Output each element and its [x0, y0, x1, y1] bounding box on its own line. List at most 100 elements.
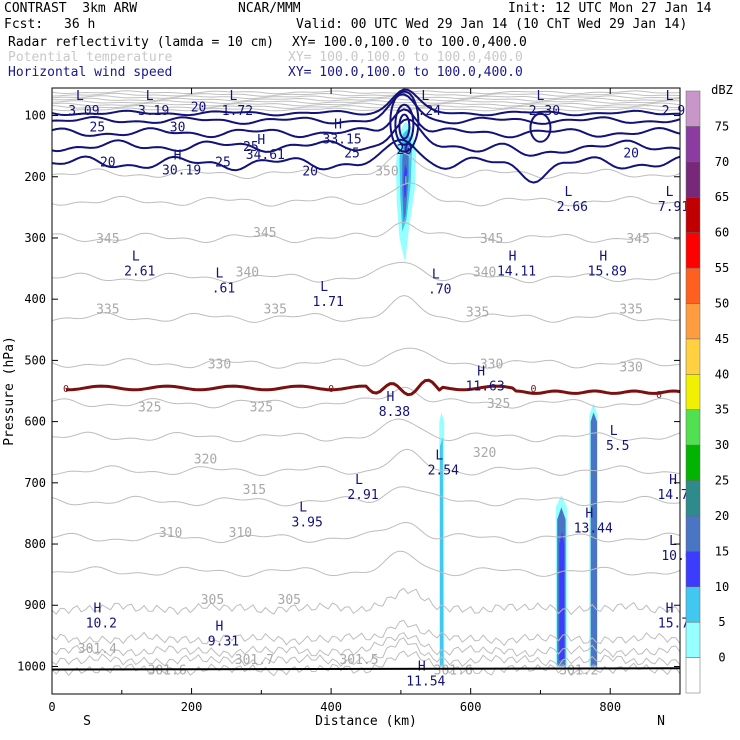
extremum-marker: L	[299, 500, 307, 515]
extremum-marker: L	[421, 89, 429, 104]
colorbar-bin	[685, 515, 701, 552]
extremum-value: 3.95	[292, 515, 323, 530]
theta-contour	[51, 262, 681, 284]
colorbar-bin	[685, 586, 701, 623]
colorbar-bin	[685, 551, 701, 588]
colorbar-level-label: 60	[715, 226, 729, 240]
theta-label: 305	[278, 593, 301, 608]
theta-contour	[51, 619, 681, 646]
y-tick-label: 500	[24, 353, 46, 367]
theta-label: 340	[473, 266, 496, 281]
theta-label: 335	[96, 302, 119, 317]
y-tick-label: 700	[24, 476, 46, 490]
theta-contour-upper	[51, 100, 681, 104]
extremum-value: 10.2	[86, 616, 117, 631]
extremum-value: 8.38	[379, 405, 410, 420]
zero-label: 0	[63, 384, 69, 395]
theta-label: 335	[264, 302, 287, 317]
theta-contour	[51, 221, 681, 244]
theta-contour	[51, 448, 681, 476]
extremum-value: 2.54	[428, 463, 459, 478]
colorbar-bin	[685, 267, 701, 304]
colorbar-level-label: 70	[715, 155, 729, 169]
extremum-value: .24	[418, 104, 442, 119]
colorbar-bin	[685, 409, 701, 446]
plot-area: 350 345 345 345 345 340 340 335 335 335 335 330 330 3…	[51, 88, 697, 689]
theta-contour	[51, 637, 681, 667]
north-label: N	[657, 714, 665, 729]
wind-contour	[51, 118, 681, 157]
extremum-value: 3.19	[138, 104, 169, 119]
extremum-value: 15.7	[658, 616, 689, 631]
theta-label: 320	[473, 446, 496, 461]
colorbar-level-label: 30	[715, 438, 729, 452]
field-theta-xy: XY= 100.0,100.0 to 100.0,400.0	[288, 50, 523, 65]
south-label: S	[83, 714, 91, 729]
extremum-value: 13.44	[574, 521, 613, 536]
y-tick-label: 800	[24, 537, 46, 551]
zero-degree-line	[65, 378, 681, 397]
wind-label: 25	[344, 146, 360, 161]
theta-contour-upper	[51, 107, 680, 112]
forecast-hours: 36 h	[64, 17, 96, 32]
surface-theta-label: 301.4	[78, 642, 117, 657]
extremum-value: 2.30	[529, 104, 560, 119]
theta-label: 310	[229, 526, 252, 541]
extremum-value: 34.61	[246, 148, 285, 163]
wind-contours	[51, 88, 681, 184]
extremum-marker: H	[669, 473, 677, 488]
x-axis-label: Distance (km)	[315, 714, 417, 729]
theta-contour-upper	[51, 105, 681, 109]
extremum-marker: H	[477, 364, 485, 379]
extremum-value: 30.19	[162, 163, 201, 178]
colorbar-bin	[685, 232, 701, 269]
extremum-value: 14.11	[497, 264, 536, 279]
field-theta-name: Potential temperature	[8, 50, 173, 65]
extremum-value: 15.89	[588, 264, 627, 279]
extremum-marker: L	[666, 89, 674, 104]
y-axis-label: Pressure (hPa)	[2, 336, 17, 446]
x-tick-label: 0	[48, 700, 55, 714]
colorbar-level-label: 35	[715, 403, 729, 417]
theta-label: 335	[619, 302, 642, 317]
wind-label: 20	[623, 146, 639, 161]
y-tick-label: 400	[24, 292, 46, 306]
theta-contour	[51, 650, 681, 677]
field-wind-xy: XY= 100.0,100.0 to 100.0,400.0	[288, 65, 523, 80]
wind-label: 25	[243, 140, 259, 155]
extremum-marker: L	[666, 185, 674, 200]
wind-contour	[51, 108, 681, 139]
colorbar-bin	[685, 480, 701, 517]
wind-label: 20	[191, 100, 207, 115]
x-tick-label: 600	[460, 700, 482, 714]
wind-contour	[51, 93, 681, 125]
extremum-value: 1.72	[222, 104, 253, 119]
extremum-value: 11.54	[406, 674, 445, 689]
extremum-value: 7.91	[658, 200, 689, 215]
zero-label: 0	[328, 384, 334, 395]
cell-730-core	[559, 531, 565, 661]
theta-contour	[51, 632, 681, 658]
colorbar-bin	[685, 196, 701, 233]
colorbar-level-label: 25	[715, 474, 729, 488]
field-reflectivity-name: Radar reflectivity (lamda = 10 cm)	[8, 35, 275, 50]
extremum-marker: L	[230, 89, 238, 104]
theta-label: 330	[208, 357, 231, 372]
extremum-marker: H	[585, 506, 593, 521]
extremum-marker: L	[669, 534, 677, 549]
y-tick-label: 300	[24, 231, 46, 245]
extremum-value: .61	[212, 281, 235, 296]
wind-closed-contour	[389, 90, 420, 153]
colorbar: 0 5 10 15 20 25 30 35 40 45 50 55 60 65 70 75 dBZ	[685, 83, 733, 694]
theta-label: 330	[480, 357, 503, 372]
surface-theta-label: 301.6	[434, 664, 473, 679]
extremum-marker: H	[509, 249, 517, 264]
colorbar-level-label: 10	[715, 580, 729, 594]
colorbar-bin	[685, 374, 701, 410]
surface-theta-label: 301.5	[339, 653, 378, 668]
field-reflectivity-xy: XY= 100.0,100.0 to 100.0,400.0	[292, 35, 527, 50]
extremum-marker: L	[132, 249, 140, 264]
theta-label: 325	[487, 397, 510, 412]
wind-label: 20	[397, 143, 413, 158]
